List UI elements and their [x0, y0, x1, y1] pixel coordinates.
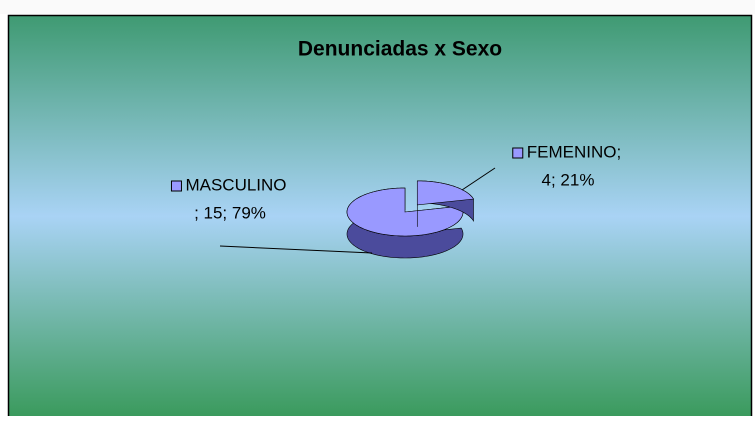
leader-line — [219, 245, 373, 254]
pie-slice — [416, 180, 475, 206]
pie-slice — [346, 187, 464, 237]
page-strip — [0, 0, 755, 14]
chart-title: Denunciadas x Sexo — [298, 38, 502, 61]
data-label-name: FEMENINO; — [527, 142, 621, 161]
data-label-value: ; 15; 79% — [194, 203, 266, 222]
label-key — [512, 147, 524, 159]
leader-line — [461, 167, 496, 191]
data-label-value: 4; 21% — [542, 170, 595, 189]
data-label-name: MASCULINO — [185, 175, 286, 194]
label-key — [170, 180, 182, 192]
